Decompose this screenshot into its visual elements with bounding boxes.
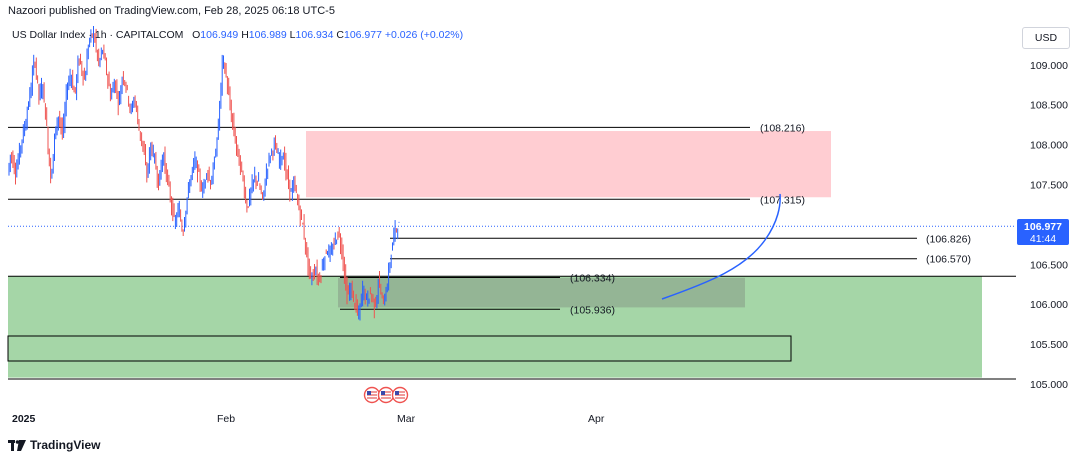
us-flag-icon[interactable] bbox=[363, 386, 381, 404]
level-label: (108.216) bbox=[760, 122, 805, 134]
us-flag-icon[interactable] bbox=[377, 386, 395, 404]
bar-countdown: 41:44 bbox=[1029, 233, 1057, 245]
publisher-text: Nazoori published on TradingView.com, Fe… bbox=[8, 5, 335, 17]
time-tick-label: Feb bbox=[217, 413, 235, 425]
level-label: (107.315) bbox=[760, 194, 805, 206]
level-label: (106.334) bbox=[570, 273, 615, 285]
levels-layer: (108.216) (107.315) (106.826) (106.570) (106… bbox=[8, 122, 1016, 316]
event-flags[interactable] bbox=[363, 386, 409, 404]
time-tick-label: Mar bbox=[397, 413, 416, 425]
price-tick-label: 106.500 bbox=[1030, 259, 1068, 271]
high-label: H bbox=[241, 29, 249, 41]
currency-button[interactable]: USD bbox=[1022, 27, 1070, 49]
price-tick-label: 109.000 bbox=[1030, 60, 1068, 72]
zone-inner-demand bbox=[338, 277, 745, 308]
symbol-name[interactable]: US Dollar Index · 1h · CAPITALCOM bbox=[12, 29, 184, 41]
time-axis[interactable]: 2025 Feb Mar Apr bbox=[12, 413, 605, 425]
change-value: +0.026 (+0.02%) bbox=[384, 29, 464, 41]
us-flag-icon[interactable] bbox=[391, 386, 409, 404]
level-label: (106.570) bbox=[926, 254, 971, 266]
low-label: L bbox=[289, 29, 296, 41]
time-tick-label: Apr bbox=[588, 413, 605, 425]
zone-supply bbox=[306, 131, 831, 198]
current-price: 106.977 bbox=[1024, 221, 1062, 233]
price-tick-label: 105.500 bbox=[1030, 339, 1068, 351]
open-value: 106.949 bbox=[200, 29, 239, 41]
demand-box-outline bbox=[7, 335, 792, 362]
flag-canton bbox=[381, 391, 385, 395]
close-value: 106.977 bbox=[344, 29, 382, 41]
time-tick-label: 2025 bbox=[12, 413, 36, 425]
flag-stripes bbox=[367, 391, 377, 399]
flag-stripes bbox=[395, 391, 405, 399]
price-tick-label: 108.500 bbox=[1030, 100, 1068, 112]
price-tick-label: 105.000 bbox=[1030, 379, 1068, 391]
price-tick-label: 108.000 bbox=[1030, 140, 1068, 152]
flag-canton bbox=[395, 391, 399, 395]
projection-layer bbox=[661, 193, 781, 300]
level-label: (105.936) bbox=[570, 304, 615, 316]
brand-name: TradingView bbox=[30, 438, 101, 452]
flag-canton bbox=[367, 391, 371, 395]
low-value: 106.934 bbox=[295, 29, 334, 41]
flag-stripes bbox=[381, 391, 391, 399]
close-label: C bbox=[336, 29, 344, 41]
open-label: O bbox=[192, 29, 201, 41]
high-value: 106.989 bbox=[248, 29, 287, 41]
level-label: (106.826) bbox=[926, 233, 971, 245]
candles-layer bbox=[8, 26, 400, 321]
symbol-legend: US Dollar Index · 1h · CAPITALCOM O106.9… bbox=[12, 29, 463, 41]
tradingview-logo-icon bbox=[8, 439, 26, 451]
footer-brand[interactable]: TradingView bbox=[8, 437, 100, 453]
price-tick-label: 106.000 bbox=[1030, 299, 1068, 311]
price-tick-label: 107.500 bbox=[1030, 180, 1068, 192]
projection-curve bbox=[661, 193, 781, 300]
price-axis[interactable]: 109.000 108.500 108.000 107.500 106.500 106.0… bbox=[1030, 60, 1068, 391]
current-price-tag: 106.977 41:44 bbox=[1017, 219, 1069, 245]
header-bar: Nazoori published on TradingView.com, Fe… bbox=[0, 0, 1080, 22]
zones-layer bbox=[7, 131, 1016, 380]
